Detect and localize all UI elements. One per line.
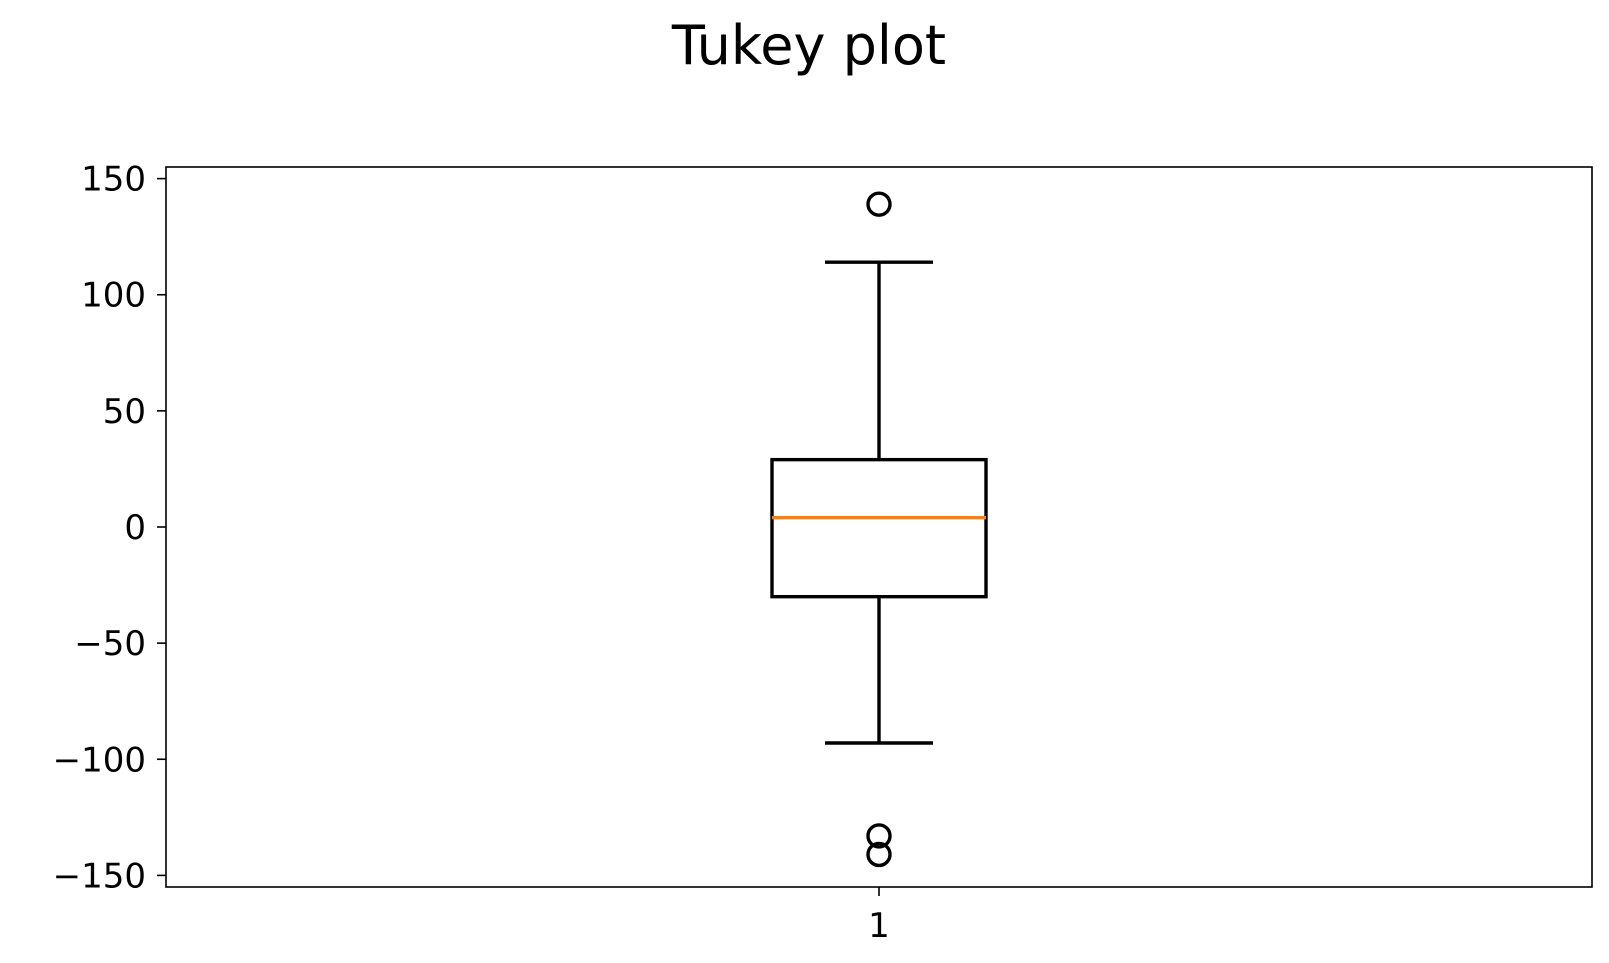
y-tick-label: −150 bbox=[53, 856, 146, 896]
y-tick-label: 50 bbox=[103, 392, 146, 432]
y-tick-label: −100 bbox=[53, 740, 146, 780]
outlier-point bbox=[866, 823, 892, 849]
y-tick-label: 0 bbox=[124, 508, 146, 548]
y-tick-label: 150 bbox=[81, 160, 146, 200]
y-tick-label: −50 bbox=[74, 624, 146, 664]
iqr-box bbox=[770, 457, 988, 599]
x-tick-label: 1 bbox=[868, 906, 890, 946]
plot-area: 150 100 50 0 −50 −100 −150 1 bbox=[53, 160, 1593, 946]
chart-title: Tukey plot bbox=[671, 14, 946, 77]
outlier-point bbox=[866, 841, 892, 868]
y-tick-label: 100 bbox=[81, 276, 146, 316]
outlier-point bbox=[866, 191, 892, 217]
